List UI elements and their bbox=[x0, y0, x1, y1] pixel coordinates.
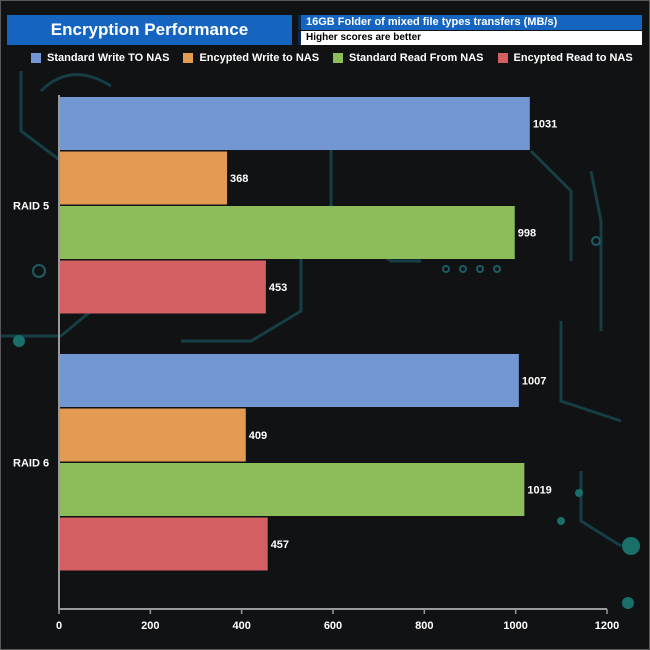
category-label: RAID 6 bbox=[13, 457, 49, 469]
legend-item-standard-read: Standard Read From NAS bbox=[333, 52, 484, 64]
data-label: 1019 bbox=[527, 485, 551, 497]
data-label: 1031 bbox=[533, 119, 557, 131]
category-label: RAID 5 bbox=[13, 200, 49, 212]
bar bbox=[60, 260, 266, 314]
legend-label: Standard Write TO NAS bbox=[47, 52, 170, 64]
x-tick-label: 1000 bbox=[503, 620, 527, 632]
legend: Standard Write TO NAS Encypted Write to … bbox=[31, 51, 647, 65]
chart-note: Higher scores are better bbox=[298, 31, 642, 45]
chart-subtitle: 16GB Folder of mixed file types transfer… bbox=[298, 15, 642, 30]
bar bbox=[60, 463, 525, 516]
data-label: 457 bbox=[271, 539, 289, 551]
legend-label: Encypted Read to NAS bbox=[513, 52, 633, 64]
legend-label: Encypted Write to NAS bbox=[199, 52, 320, 64]
data-label: 453 bbox=[269, 282, 287, 294]
data-label: 368 bbox=[230, 173, 248, 185]
legend-label: Standard Read From NAS bbox=[349, 52, 484, 64]
bar bbox=[60, 97, 530, 150]
x-tick-label: 200 bbox=[141, 620, 159, 632]
x-tick-label: 1200 bbox=[595, 620, 619, 632]
bar bbox=[60, 206, 515, 259]
x-tick-label: 400 bbox=[232, 620, 250, 632]
data-label: 998 bbox=[518, 228, 536, 240]
legend-swatch bbox=[31, 53, 41, 63]
legend-item-standard-write: Standard Write TO NAS bbox=[31, 52, 169, 64]
bar bbox=[60, 354, 519, 407]
bar bbox=[60, 151, 228, 205]
legend-swatch bbox=[183, 53, 194, 63]
data-label: 409 bbox=[249, 430, 267, 442]
legend-item-encrypted-read: Encypted Read to NAS bbox=[497, 52, 633, 64]
bar bbox=[60, 517, 268, 571]
x-tick-label: 600 bbox=[324, 620, 342, 632]
x-tick-label: 0 bbox=[56, 620, 62, 632]
legend-swatch bbox=[497, 53, 508, 63]
legend-item-encrypted-write: Encypted Write to NAS bbox=[183, 52, 319, 64]
data-label: 1007 bbox=[522, 376, 546, 388]
bar bbox=[60, 408, 246, 462]
x-tick-label: 800 bbox=[415, 620, 433, 632]
chart-title: Encryption Performance bbox=[7, 15, 292, 45]
legend-swatch bbox=[333, 53, 344, 63]
